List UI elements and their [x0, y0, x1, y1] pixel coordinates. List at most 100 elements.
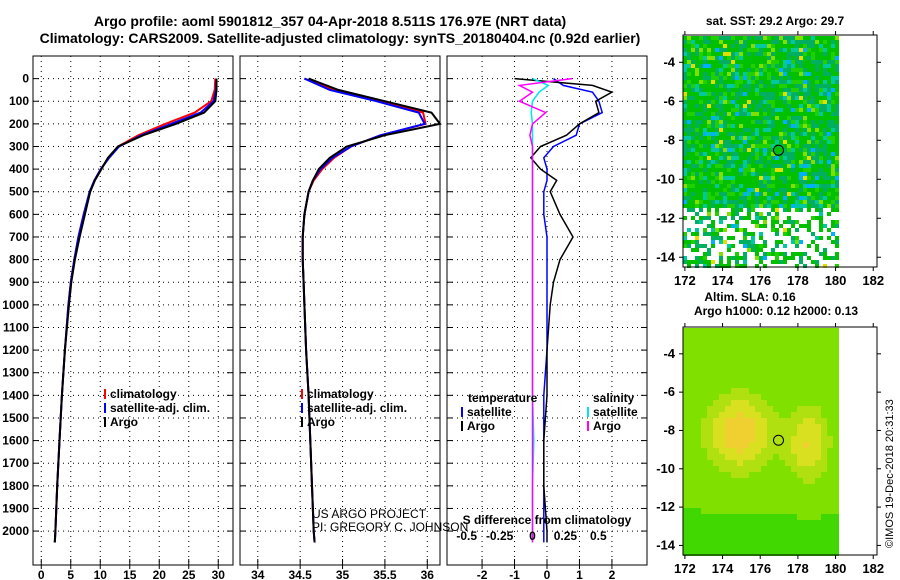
map-cell: [771, 132, 775, 136]
map-cell: [707, 514, 713, 520]
map-cell: [751, 100, 755, 104]
map-cell: [775, 100, 779, 104]
map-cell: [835, 144, 839, 148]
map-cell: [755, 496, 761, 502]
map-cell: [797, 484, 803, 490]
map-cell: [823, 204, 827, 208]
map-cell: [835, 40, 839, 44]
map-cell: [695, 76, 699, 80]
map-cell: [755, 370, 761, 376]
map-cell: [719, 358, 725, 364]
map-cell: [767, 412, 773, 418]
map-cell: [795, 76, 799, 80]
map-cell: [811, 124, 815, 128]
map-cell: [699, 48, 703, 52]
map-cell: [707, 172, 711, 176]
map-cell: [703, 128, 707, 132]
map-cell: [731, 544, 737, 550]
map-cell: [787, 184, 791, 188]
map-cell: [815, 478, 821, 484]
map-cell: [779, 514, 785, 520]
map-cell: [719, 216, 723, 220]
map-cell: [799, 240, 803, 244]
map-cell: [755, 472, 761, 478]
map-cell: [723, 172, 727, 176]
map-cell: [751, 204, 755, 208]
map-cell: [715, 132, 719, 136]
map-cell: [815, 72, 819, 76]
map-cell: [711, 200, 715, 204]
map-cell: [715, 68, 719, 72]
map-cell: [719, 256, 723, 260]
map-cell: [751, 36, 755, 40]
map-cell: [683, 424, 689, 430]
map-cell: [707, 454, 713, 460]
map-cell: [779, 400, 785, 406]
map-cell: [767, 502, 773, 508]
map-cell: [749, 328, 755, 334]
map-cell: [699, 52, 703, 56]
map-cell: [727, 204, 731, 208]
map-cell: [815, 108, 819, 112]
map-cell: [759, 80, 763, 84]
map-cell: [797, 352, 803, 358]
map-cell: [727, 116, 731, 120]
map-cell: [739, 120, 743, 124]
y-tick-label: 1400: [2, 388, 29, 402]
map-cell: [719, 120, 723, 124]
map-cell: [703, 36, 707, 40]
map-cell: [719, 68, 723, 72]
map-cell: [827, 72, 831, 76]
map-cell: [695, 412, 701, 418]
map-cell: [835, 152, 839, 156]
map-cell: [823, 100, 827, 104]
map-cell: [775, 44, 779, 48]
map-cell: [821, 448, 827, 454]
map-cell: [809, 532, 815, 538]
map-cell: [779, 188, 783, 192]
map-cell: [739, 188, 743, 192]
map-cell: [731, 388, 737, 394]
map-cell: [751, 180, 755, 184]
map-cell: [739, 160, 743, 164]
map-cell: [683, 60, 687, 64]
map-cell: [759, 164, 763, 168]
map-cell: [735, 96, 739, 100]
map-cell: [695, 36, 699, 40]
map-cell: [689, 448, 695, 454]
map-cell: [815, 236, 819, 240]
map-cell: [821, 370, 827, 376]
map-cell: [695, 176, 699, 180]
map-cell: [759, 76, 763, 80]
map-cell: [811, 144, 815, 148]
map-cell: [787, 208, 791, 212]
map-cell: [811, 152, 815, 156]
map-cell: [779, 538, 785, 544]
map-cell: [707, 370, 713, 376]
map-cell: [827, 124, 831, 128]
map-cell: [779, 436, 785, 442]
map-cell: [743, 204, 747, 208]
map-cell: [809, 448, 815, 454]
map-cell: [731, 72, 735, 76]
map-cell: [803, 80, 807, 84]
map-cell: [831, 224, 835, 228]
map-cell: [821, 388, 827, 394]
map-cell: [815, 448, 821, 454]
map-cell: [763, 84, 767, 88]
map-cell: [787, 204, 791, 208]
s-tick-label: 0.25: [554, 529, 578, 543]
map-cell: [739, 36, 743, 40]
map-cell: [725, 442, 731, 448]
map-cell: [747, 232, 751, 236]
map-cell: [803, 60, 807, 64]
map-cell: [799, 140, 803, 144]
map-cell: [743, 172, 747, 176]
map-cell: [791, 472, 797, 478]
map-cell: [695, 334, 701, 340]
map-cell: [711, 236, 715, 240]
map-cell: [711, 72, 715, 76]
map-cell: [743, 56, 747, 60]
map-cell: [833, 448, 839, 454]
map-cell: [833, 442, 839, 448]
